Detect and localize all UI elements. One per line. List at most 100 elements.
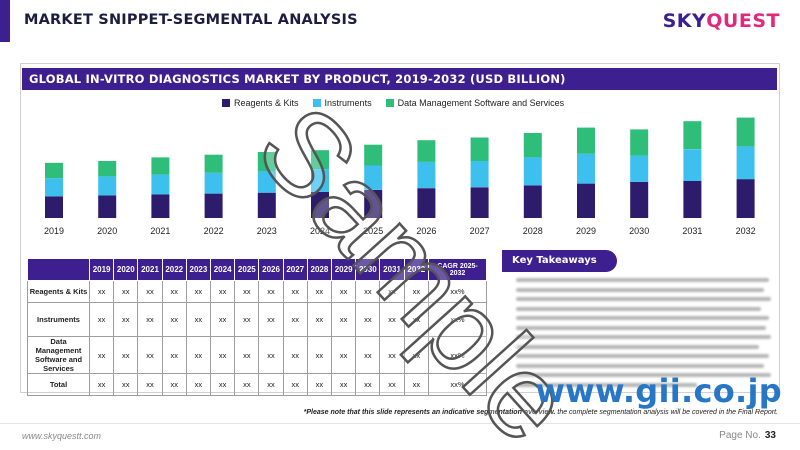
- blurred-text-line: [516, 316, 769, 320]
- legend-label-reagents: Reagents & Kits: [234, 98, 299, 108]
- bar-segment-reagents-2026: [417, 188, 436, 218]
- x-tick-label: 2019: [44, 226, 64, 236]
- legend-item-instruments: Instruments: [312, 98, 372, 108]
- table-cell: xx: [331, 336, 357, 374]
- table-cell: xx: [282, 280, 308, 303]
- table-cell: xx: [137, 280, 163, 303]
- table-cell: xx: [113, 336, 139, 374]
- table-cell: xx: [355, 336, 381, 374]
- table-header-cell: 2022: [161, 258, 187, 281]
- table-cell: xx: [258, 373, 284, 396]
- table-header-cell: 2025: [234, 258, 260, 281]
- table-header-cell: 2032: [403, 258, 430, 281]
- bar-segment-instruments-2023: [257, 171, 276, 193]
- gii-watermark: www.gii.co.jp: [535, 372, 782, 410]
- table-cell: xx: [185, 373, 212, 396]
- row-label: Instruments: [27, 302, 90, 337]
- bar-segment-instruments-2032: [736, 146, 755, 180]
- bar-segment-software-2030: [630, 129, 649, 156]
- bar-segment-software-2024: [311, 150, 329, 170]
- skyquest-logo: SKYQUEST: [663, 10, 780, 32]
- table-cell: xx: [88, 373, 115, 396]
- bar-segment-instruments-2031: [683, 149, 702, 181]
- table-cell: xx: [88, 302, 115, 337]
- table-header-row: 2019 2020 2021 2022 2023 2024 2025 2026 …: [27, 258, 487, 281]
- table-header-cell: 2031: [379, 258, 405, 281]
- bar-segment-instruments-2022: [204, 172, 223, 194]
- x-tick-label: 2022: [204, 226, 224, 236]
- table-cell: xx: [161, 302, 187, 337]
- table-cell: xx: [234, 373, 260, 396]
- table-cell: xx: [210, 336, 236, 374]
- bar-segment-instruments-2028: [523, 157, 542, 186]
- key-takeaways-panel: Key Takeaways: [502, 250, 777, 392]
- bar-segment-reagents-2020: [98, 195, 117, 218]
- key-takeaways-blurred-text: [516, 278, 774, 390]
- table-cell: xx: [113, 280, 139, 303]
- bar-segment-instruments-2029: [577, 153, 595, 184]
- table-cell: xx: [258, 336, 284, 374]
- table-cell: xx: [161, 336, 187, 374]
- table-header-cell: 2026: [258, 258, 284, 281]
- table-cell: xx: [161, 373, 187, 396]
- page-number-value: 33: [764, 430, 776, 441]
- table-cell: xx: [331, 302, 357, 337]
- table-header-cell: 2024: [210, 258, 236, 281]
- table-header-cell: 2028: [306, 258, 333, 281]
- table-cell: xx: [258, 302, 284, 337]
- slide-title: MARKET SNIPPET-SEGMENTAL ANALYSIS: [24, 12, 358, 28]
- cagr-cell: xx%: [428, 373, 487, 396]
- table-cell: xx: [137, 373, 163, 396]
- table-cell: xx: [210, 280, 236, 303]
- bar-segment-instruments-2019: [45, 178, 63, 197]
- bar-segment-reagents-2021: [151, 194, 170, 218]
- legend-item-software: Data Management Software and Services: [385, 98, 565, 108]
- bar-segment-software-2022: [204, 154, 223, 173]
- x-tick-label: 2027: [470, 226, 490, 236]
- table-cell: xx: [403, 373, 430, 396]
- bar-segment-software-2027: [470, 137, 489, 161]
- page-label: Page No.: [719, 430, 761, 441]
- bar-segment-software-2025: [364, 144, 383, 166]
- table-cell: xx: [306, 302, 333, 337]
- footnote: *Please note that this slide represents …: [304, 409, 778, 416]
- bar-segment-reagents-2028: [523, 185, 542, 218]
- table-cell: xx: [234, 280, 260, 303]
- logo-quest: QUEST: [706, 10, 780, 32]
- cagr-cell: xx%: [428, 336, 487, 374]
- table-cell: xx: [234, 302, 260, 337]
- table-cell: xx: [403, 302, 430, 337]
- table-cell: xx: [282, 302, 308, 337]
- table-cell: xx: [210, 302, 236, 337]
- table-cell: xx: [355, 373, 381, 396]
- table-header-cell: 2029: [331, 258, 357, 281]
- table-cell: xx: [113, 302, 139, 337]
- bar-segment-reagents-2030: [630, 181, 649, 218]
- blurred-text-line: [516, 335, 772, 339]
- legend-item-reagents: Reagents & Kits: [222, 98, 299, 108]
- bar-segment-instruments-2026: [417, 161, 436, 189]
- blurred-text-line: [516, 325, 767, 330]
- blurred-text-line: [516, 344, 759, 349]
- bar-segment-reagents-2022: [204, 193, 223, 218]
- bar-segment-instruments-2021: [151, 174, 170, 195]
- blurred-text-line: [516, 306, 762, 311]
- table-cell: xx: [282, 373, 308, 396]
- segment-table: 2019 2020 2021 2022 2023 2024 2025 2026 …: [27, 258, 487, 396]
- table-cell: xx: [355, 280, 381, 303]
- page-number: Page No. 33: [719, 430, 776, 441]
- legend-label-software: Data Management Software and Services: [397, 98, 565, 108]
- x-tick-label: 2023: [257, 226, 277, 236]
- table-header-cagr: CAGR 2025-2032: [428, 258, 487, 281]
- table-header-cell: 2027: [282, 258, 308, 281]
- x-tick-label: 2026: [416, 226, 436, 236]
- x-tick-label: 2031: [682, 226, 702, 236]
- row-label: Data Management Software and Services: [27, 336, 90, 374]
- stacked-bar-chart: 2019 2020 2021 2022 2023 2024 2025 2026 2027 2028…: [44, 117, 756, 236]
- bar-segment-software-2023: [257, 152, 276, 171]
- bar-segment-software-2032: [736, 117, 755, 147]
- table-cell: xx: [355, 302, 381, 337]
- table-cell: xx: [379, 302, 405, 337]
- bar-segment-instruments-2020: [98, 176, 117, 196]
- cagr-cell: xx%: [428, 302, 487, 337]
